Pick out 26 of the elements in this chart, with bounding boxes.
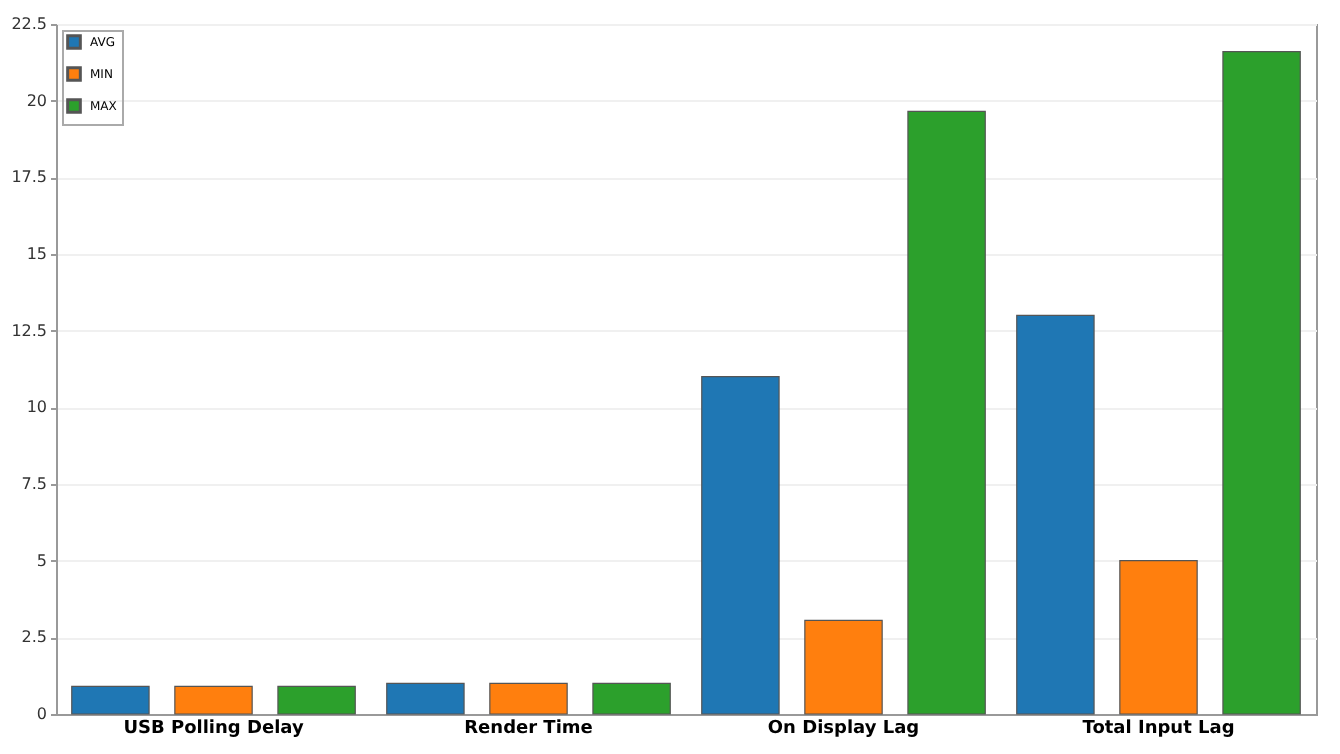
- bar: [277, 685, 356, 715]
- bar: [701, 376, 780, 715]
- x-tick-label: Render Time: [464, 719, 593, 739]
- y-tick-label: 10: [26, 398, 47, 417]
- bar: [1016, 314, 1095, 715]
- bar: [489, 682, 568, 715]
- bar: [592, 682, 671, 715]
- bar: [174, 685, 253, 715]
- bar: [1119, 560, 1198, 715]
- y-tick-label: 12.5: [11, 321, 47, 340]
- y-tick-label: 0: [36, 705, 47, 723]
- y-tick-label: 22.5: [11, 15, 47, 33]
- y-tick-label: 17.5: [11, 168, 47, 187]
- y-tick-label: 5: [36, 551, 47, 570]
- y-tick-label: 7.5: [21, 475, 47, 493]
- y-tick-label: 15: [26, 245, 47, 263]
- bar: [1222, 51, 1301, 715]
- y-tick-label: 20: [26, 91, 47, 110]
- x-tick-label: On Display Lag: [767, 719, 920, 739]
- x-tick-label: USB Polling Delay: [123, 719, 304, 739]
- x-tick-label: Total Input Lag: [1082, 719, 1235, 739]
- bar: [907, 110, 986, 715]
- bar: [804, 619, 883, 715]
- bar: [386, 682, 465, 715]
- y-tick-label: 2.5: [21, 628, 47, 647]
- bar: [71, 685, 150, 715]
